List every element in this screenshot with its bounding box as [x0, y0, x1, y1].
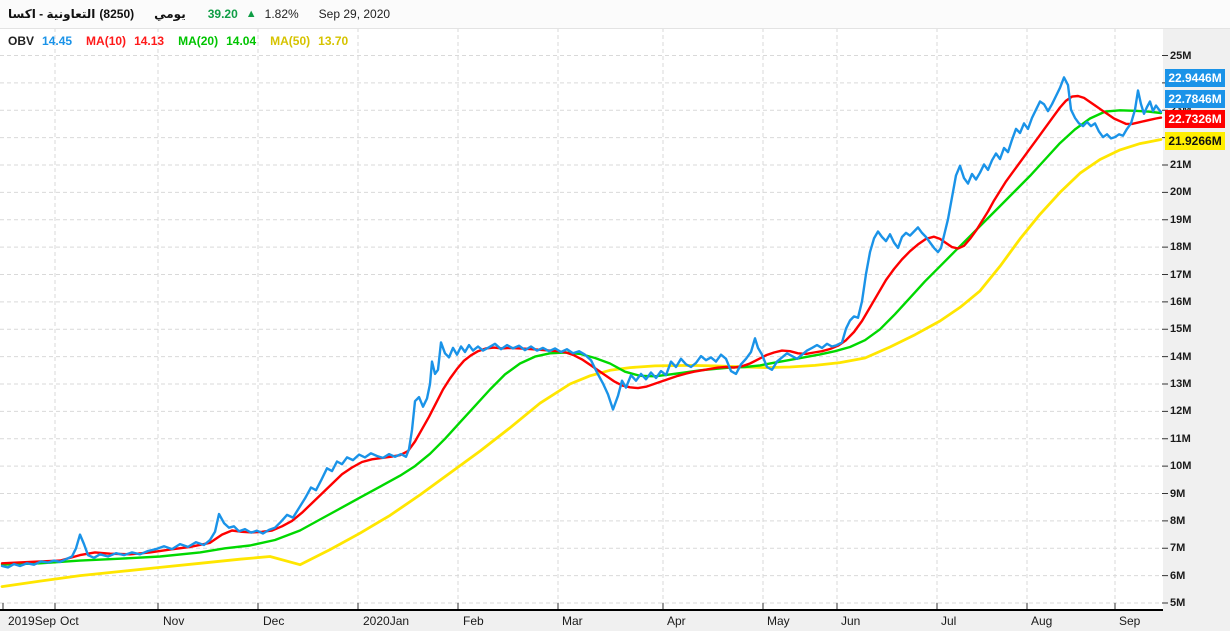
x-axis-label: Mar [562, 614, 583, 628]
legend-label-ma10: MA(10) [86, 34, 127, 48]
axis-value-badge: 22.7846M [1165, 90, 1225, 108]
x-axis-label: Nov [163, 614, 185, 628]
legend-value-ma50: 13.70 [318, 34, 349, 48]
x-axis-label: Oct [60, 614, 79, 628]
x-axis-label: Jul [941, 614, 957, 628]
y-axis-label: 6M [1170, 569, 1186, 582]
y-axis-label: 5M [1170, 597, 1186, 609]
x-axis-label: Sep [1119, 614, 1141, 628]
chart-header: التعاونية - اكسا (8250) يومي 39.20 ▲ 1.8… [0, 0, 1230, 29]
legend-value-ma20: 14.04 [226, 34, 257, 48]
y-axis-label: 19M [1170, 213, 1192, 226]
x-axis-label: 2019Sep [8, 614, 57, 628]
axis-value-badge: 22.7326M [1165, 110, 1225, 128]
y-axis-label: 15M [1170, 323, 1192, 336]
legend-value-obv: 14.45 [42, 34, 73, 48]
y-axis-label: 11M [1170, 432, 1191, 445]
x-axis-panel [0, 611, 1230, 631]
y-axis-label: 9M [1170, 487, 1186, 500]
x-axis-label: Jun [841, 614, 861, 628]
axis-value-badge: 21.9266M [1165, 132, 1225, 150]
change-value: 39.20 [207, 7, 238, 21]
y-axis-label: 12M [1170, 405, 1192, 418]
y-axis-label: 16M [1170, 295, 1192, 308]
axis-value-badge: 22.9446M [1165, 69, 1225, 87]
legend-label-ma20: MA(20) [178, 34, 219, 48]
x-axis-label: Apr [667, 614, 686, 628]
y-axis-label: 20M [1170, 186, 1192, 199]
y-axis-label: 10M [1170, 460, 1192, 473]
legend-label-obv: OBV [8, 34, 35, 48]
indicator-legend: OBV 14.45 MA(10) 14.13 MA(20) 14.04 MA(5… [8, 33, 348, 49]
y-axis-label: 8M [1170, 514, 1186, 527]
symbol-name: التعاونية - اكسا [8, 7, 96, 21]
symbol-code: (8250) [99, 7, 135, 21]
y-axis-label: 18M [1170, 241, 1192, 254]
x-axis-label: Dec [263, 614, 285, 628]
x-axis-label: Feb [463, 614, 484, 628]
quote-date: Sep 29, 2020 [318, 7, 391, 21]
y-axis-label: 13M [1170, 378, 1192, 390]
y-axis-label: 21M [1170, 159, 1192, 171]
legend-value-ma10: 14.13 [134, 34, 165, 48]
y-axis-label: 25M [1170, 49, 1192, 62]
x-axis-label: May [767, 614, 790, 628]
x-axis-label: Aug [1031, 614, 1053, 628]
up-arrow-icon: ▲ [245, 8, 257, 20]
y-axis-label: 14M [1170, 350, 1192, 363]
legend-label-ma50: MA(50) [270, 34, 311, 48]
plot-area[interactable] [0, 28, 1163, 610]
timeframe-label[interactable]: يومي [154, 7, 186, 21]
x-axis-label: 2020Jan [363, 614, 410, 628]
y-axis-label: 7M [1170, 542, 1186, 555]
change-percent: 1.82% [264, 7, 299, 21]
y-axis-label: 17M [1170, 268, 1192, 281]
